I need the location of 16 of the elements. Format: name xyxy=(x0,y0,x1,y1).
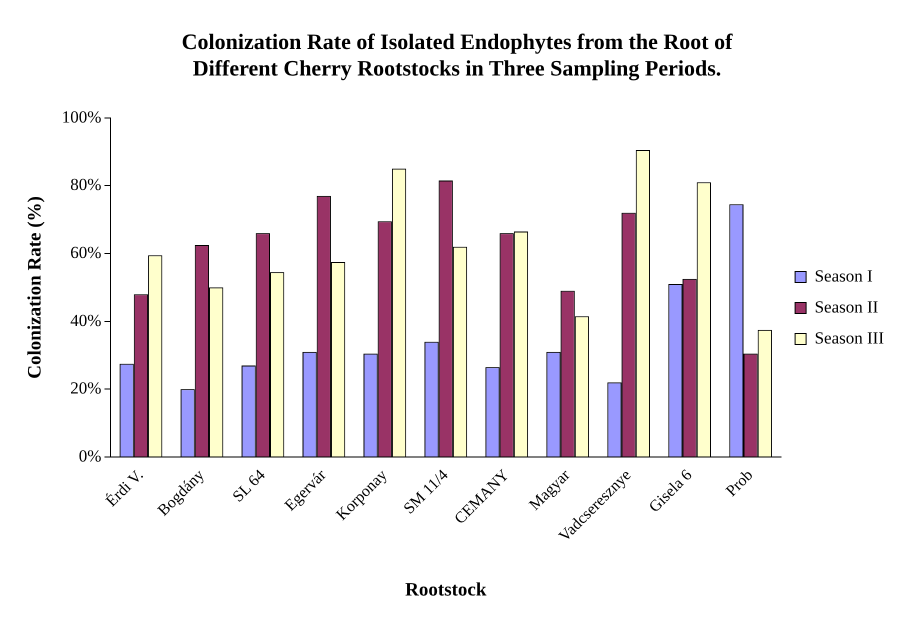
y-tick-label: 60% xyxy=(70,242,102,262)
y-tick-label: 20% xyxy=(70,378,102,398)
x-axis-title: Rootstock xyxy=(405,580,487,601)
y-tick-label: 0% xyxy=(78,446,102,466)
y-tick-label: 80% xyxy=(70,175,102,194)
legend-label: Season I xyxy=(814,266,874,286)
legend-label: Season II xyxy=(814,297,879,316)
y-axis-title: Colonization Rate (%) xyxy=(24,196,46,379)
y-tick-label: 40% xyxy=(70,310,102,330)
y-tick-label: 100% xyxy=(62,107,102,126)
legend-label: Season III xyxy=(814,328,884,348)
chart-title: Colonization Rate of Isolated Endophytes from the Root of Different Cherry Rootstocks in Three Sampling Periods. xyxy=(182,28,734,80)
x-tick-label: Prob xyxy=(723,466,756,500)
x-tick-label: Érdi V. xyxy=(102,466,147,510)
x-tick-label: SL 64 xyxy=(230,466,269,506)
x-tick-label: SM 11/4 xyxy=(400,466,452,518)
